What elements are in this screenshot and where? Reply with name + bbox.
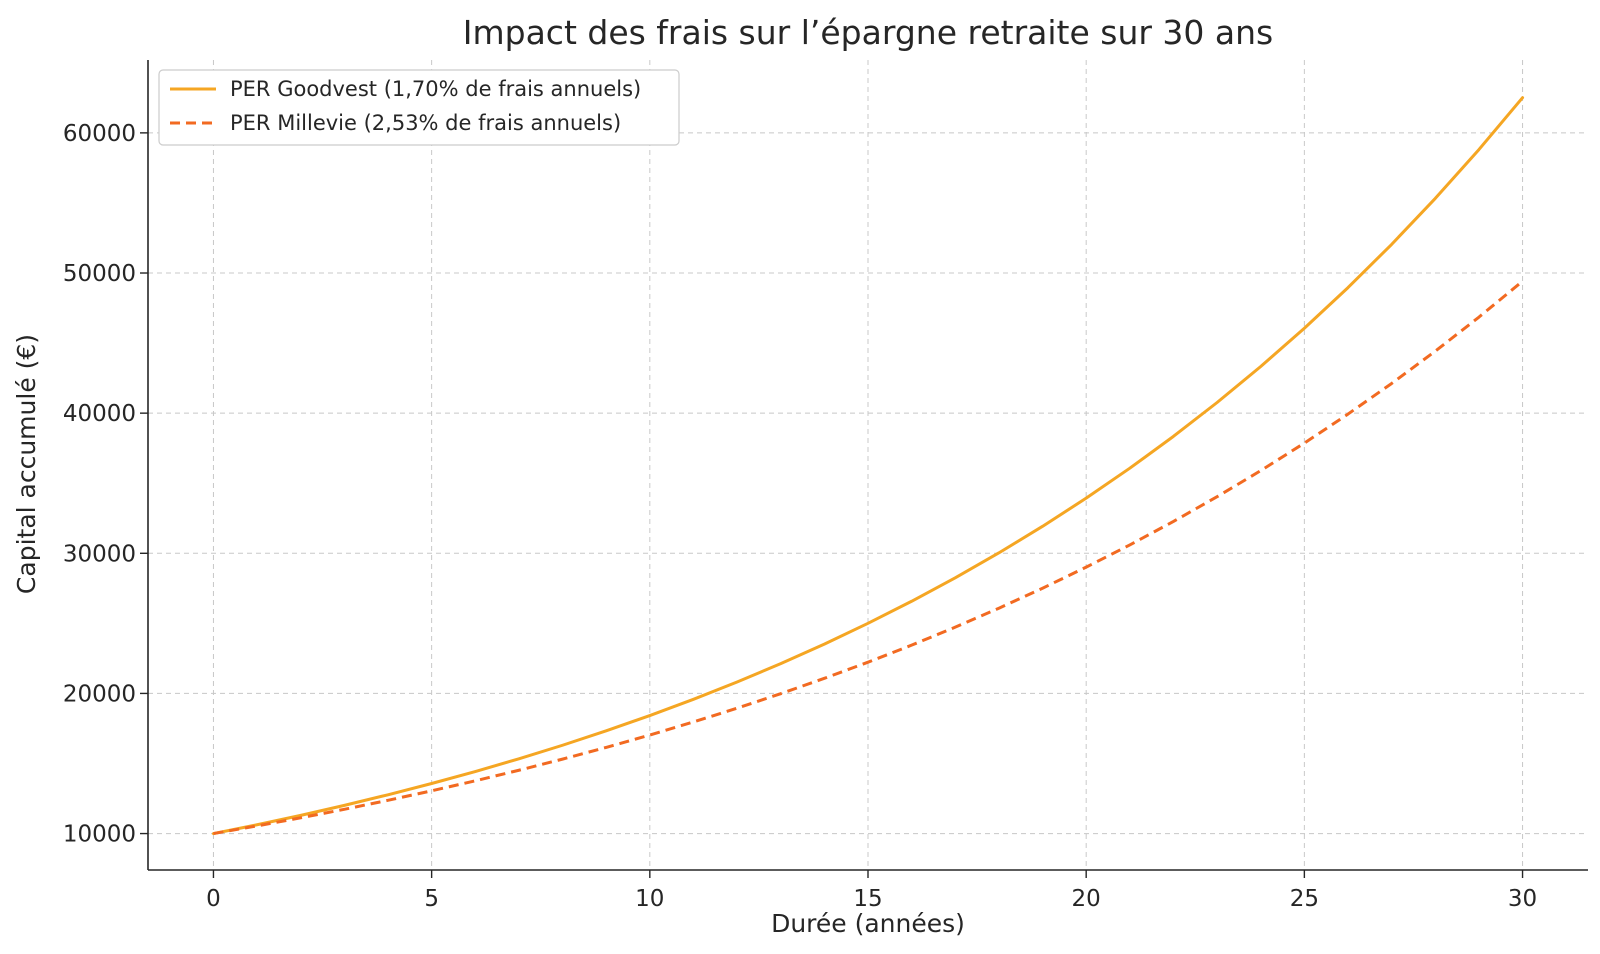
- y-tick-label: 30000: [63, 541, 136, 567]
- chart-title: Impact des frais sur l’épargne retraite …: [463, 13, 1274, 52]
- y-tick-label: 50000: [63, 261, 136, 287]
- y-tick-label: 10000: [63, 822, 136, 848]
- y-tick-label: 60000: [63, 121, 136, 147]
- x-tick-label: 0: [206, 886, 221, 912]
- legend: PER Goodvest (1,70% de frais annuels) PE…: [158, 69, 680, 146]
- legend-label-millevie: PER Millevie (2,53% de frais annuels): [230, 111, 621, 135]
- y-axis-label: Capital accumulé (€): [12, 334, 41, 594]
- grid: [148, 60, 1588, 870]
- series-lines: [211, 96, 1525, 836]
- y-tick-labels: 10000 20000 30000 40000 50000 60000: [63, 121, 136, 848]
- x-tick-label: 30: [1508, 886, 1537, 912]
- x-tick-label: 15: [853, 886, 882, 912]
- x-tick-labels: 0 5 10 15 20 25 30: [206, 886, 1537, 912]
- legend-label-goodvest: PER Goodvest (1,70% de frais annuels): [230, 77, 641, 101]
- x-axis-label: Durée (années): [771, 909, 965, 938]
- series-line-goodvest: [211, 96, 1525, 836]
- y-tick-label: 40000: [63, 401, 136, 427]
- x-tick-label: 20: [1072, 886, 1101, 912]
- x-tick-label: 5: [424, 886, 439, 912]
- series-line-millevie: [213, 280, 1524, 836]
- axes: [140, 60, 1588, 878]
- x-tick-label: 10: [635, 886, 664, 912]
- legend-box: [158, 69, 680, 146]
- x-tick-label: 25: [1290, 886, 1319, 912]
- y-tick-label: 20000: [63, 681, 136, 707]
